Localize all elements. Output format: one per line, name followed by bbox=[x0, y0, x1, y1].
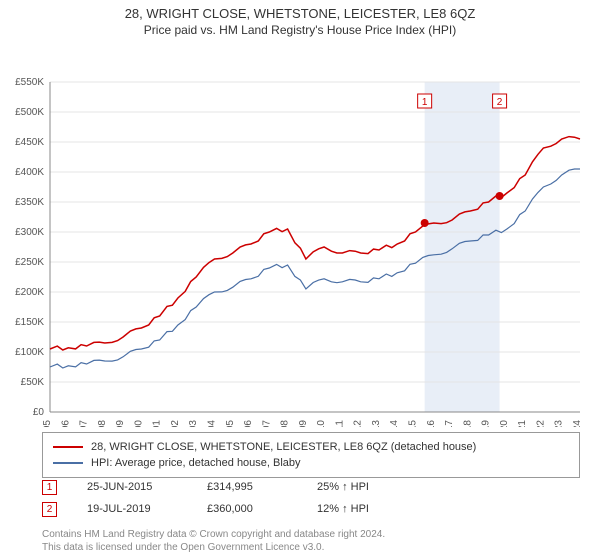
x-tick-label: 2023 bbox=[554, 420, 565, 427]
x-tick-label: 1997 bbox=[79, 420, 90, 427]
footer-attribution: Contains HM Land Registry data © Crown c… bbox=[42, 528, 385, 554]
transaction-pct: 25% ↑ HPI bbox=[317, 481, 407, 493]
x-tick-label: 2017 bbox=[444, 420, 455, 427]
footer-line-2: This data is licensed under the Open Gov… bbox=[42, 541, 385, 554]
transaction-price: £360,000 bbox=[207, 503, 287, 515]
series-line-property bbox=[50, 137, 580, 350]
x-tick-label: 2019 bbox=[481, 420, 492, 427]
x-tick-label: 2013 bbox=[371, 420, 382, 427]
transaction-row: 2 19-JUL-2019 £360,000 12% ↑ HPI bbox=[42, 498, 558, 520]
x-tick-label: 2011 bbox=[334, 420, 345, 427]
y-tick-label: £0 bbox=[33, 407, 45, 418]
legend-label: HPI: Average price, detached house, Blab… bbox=[91, 457, 301, 469]
x-tick-label: 1995 bbox=[42, 420, 53, 427]
x-tick-label: 2022 bbox=[535, 420, 546, 427]
title-area: 28, WRIGHT CLOSE, WHETSTONE, LEICESTER, … bbox=[0, 0, 600, 37]
transaction-pct: 12% ↑ HPI bbox=[317, 503, 407, 515]
legend: 28, WRIGHT CLOSE, WHETSTONE, LEICESTER, … bbox=[42, 432, 580, 478]
transaction-marker: 2 bbox=[42, 502, 57, 517]
marker-label: 2 bbox=[497, 97, 503, 108]
legend-item: 28, WRIGHT CLOSE, WHETSTONE, LEICESTER, … bbox=[53, 439, 569, 455]
y-tick-label: £300K bbox=[15, 227, 44, 238]
x-tick-label: 2004 bbox=[206, 420, 217, 427]
highlight-band bbox=[425, 82, 500, 412]
line-chart: £0 £50K £100K £150K £200K £250K £300K £350K £400… bbox=[0, 37, 600, 427]
x-tick-label: 2005 bbox=[225, 420, 236, 427]
x-tick-label: 2015 bbox=[408, 420, 419, 427]
x-tick-label: 1996 bbox=[60, 420, 71, 427]
x-tick-label: 1998 bbox=[97, 420, 108, 427]
y-tick-label: £50K bbox=[21, 377, 45, 388]
x-tick-label: 1999 bbox=[115, 420, 126, 427]
x-tick-label: 2024 bbox=[572, 420, 583, 427]
x-tick-label: 2003 bbox=[188, 420, 199, 427]
y-tick-label: £450K bbox=[15, 137, 44, 148]
transaction-date: 19-JUL-2019 bbox=[87, 503, 177, 515]
transaction-row: 1 25-JUN-2015 £314,995 25% ↑ HPI bbox=[42, 476, 558, 498]
transaction-date: 25-JUN-2015 bbox=[87, 481, 177, 493]
x-tick-label: 2007 bbox=[261, 420, 272, 427]
legend-swatch bbox=[53, 446, 83, 448]
x-tick-label: 2009 bbox=[298, 420, 309, 427]
transaction-marker: 1 bbox=[42, 480, 57, 495]
x-tick-label: 2000 bbox=[133, 420, 144, 427]
y-tick-label: £250K bbox=[15, 257, 44, 268]
chart-container: 28, WRIGHT CLOSE, WHETSTONE, LEICESTER, … bbox=[0, 0, 600, 560]
x-tick-label: 2020 bbox=[499, 420, 510, 427]
x-tick-label: 2018 bbox=[462, 420, 473, 427]
x-tick-label: 2010 bbox=[316, 420, 327, 427]
x-tick-label: 2008 bbox=[280, 420, 291, 427]
transaction-list: 1 25-JUN-2015 £314,995 25% ↑ HPI 2 19-JUL-201… bbox=[42, 476, 558, 520]
chart-subtitle: Price paid vs. HM Land Registry's House … bbox=[0, 23, 600, 37]
marker-point bbox=[421, 219, 429, 227]
legend-label: 28, WRIGHT CLOSE, WHETSTONE, LEICESTER, … bbox=[91, 441, 476, 453]
legend-swatch bbox=[53, 462, 83, 464]
chart-title: 28, WRIGHT CLOSE, WHETSTONE, LEICESTER, … bbox=[0, 6, 600, 21]
x-tick-label: 2006 bbox=[243, 420, 254, 427]
x-tick-label: 2002 bbox=[170, 420, 181, 427]
x-tick-label: 2012 bbox=[353, 420, 364, 427]
transaction-price: £314,995 bbox=[207, 481, 287, 493]
y-tick-label: £100K bbox=[15, 347, 44, 358]
y-tick-label: £150K bbox=[15, 317, 44, 328]
marker-label: 1 bbox=[422, 97, 428, 108]
x-tick-label: 2016 bbox=[426, 420, 437, 427]
y-tick-label: £200K bbox=[15, 287, 44, 298]
legend-item: HPI: Average price, detached house, Blab… bbox=[53, 455, 569, 471]
y-tick-label: £400K bbox=[15, 167, 44, 178]
footer-line-1: Contains HM Land Registry data © Crown c… bbox=[42, 528, 385, 541]
x-tick-label: 2014 bbox=[389, 420, 400, 427]
y-tick-label: £500K bbox=[15, 107, 44, 118]
marker-point bbox=[496, 192, 504, 200]
x-tick-label: 2001 bbox=[152, 420, 163, 427]
y-tick-label: £550K bbox=[15, 77, 44, 88]
y-tick-label: £350K bbox=[15, 197, 44, 208]
x-tick-label: 2021 bbox=[517, 420, 528, 427]
